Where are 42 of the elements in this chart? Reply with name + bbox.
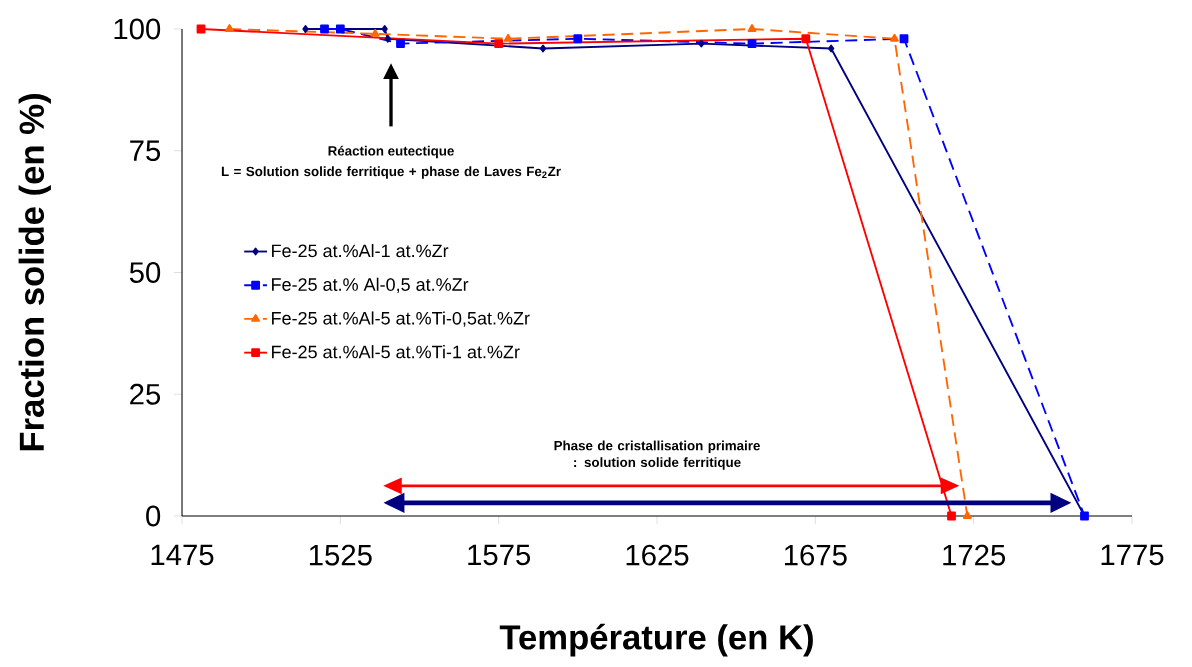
point bbox=[370, 28, 380, 37]
point bbox=[962, 511, 972, 519]
point bbox=[320, 24, 329, 34]
point bbox=[302, 25, 309, 33]
point bbox=[947, 511, 956, 521]
point bbox=[747, 39, 757, 49]
y-tick-label: 50 bbox=[129, 262, 161, 283]
point bbox=[698, 39, 705, 48]
annotation: Réaction eutectique bbox=[328, 145, 454, 159]
point bbox=[573, 34, 583, 44]
point bbox=[539, 44, 547, 53]
point bbox=[381, 25, 388, 33]
x-tick-label: 1575 bbox=[468, 544, 531, 566]
point bbox=[225, 24, 234, 32]
x-tick-label: 1725 bbox=[943, 544, 1006, 566]
y-tick-label: 25 bbox=[130, 383, 161, 405]
x-tick-label: 1525 bbox=[309, 544, 372, 566]
point bbox=[335, 24, 345, 34]
point bbox=[384, 34, 391, 43]
point bbox=[801, 34, 811, 44]
y-tick-label: 0 bbox=[146, 505, 161, 527]
annotation: L = Solution solide ferritique + phase de Laves Fe$_{2}$Zr bbox=[221, 166, 561, 179]
y-axis-title: Fraction solide (en %) bbox=[18, 94, 51, 451]
point bbox=[494, 39, 504, 49]
x-tick-label: 1475 bbox=[151, 544, 214, 566]
point bbox=[899, 34, 909, 44]
x-tick-label: 1775 bbox=[1101, 544, 1164, 566]
point bbox=[828, 44, 835, 53]
point bbox=[890, 33, 899, 42]
y-tick-label: 75 bbox=[130, 140, 161, 161]
point bbox=[396, 39, 405, 49]
legend-label: Fe-25 at.%Al-5 at.%Ti-1 at.%Zr bbox=[272, 345, 520, 359]
point bbox=[503, 33, 513, 42]
x-tick-label: 1675 bbox=[784, 544, 847, 566]
x-axis-title: Température (en K) bbox=[499, 623, 813, 657]
legend-label: Fe-25 at.%Al-1 at.%Zr bbox=[272, 243, 449, 258]
point bbox=[747, 24, 757, 32]
x-tick-label: 1625 bbox=[626, 544, 689, 566]
legend-label: Fe-25 at.%Al-5 at.%Ti-0,5at.%Zr bbox=[272, 311, 530, 327]
legend-label: Fe-25 at.% Al-0,5 at.%Zr bbox=[272, 277, 469, 294]
annotation: Phase de cristallisation primaire : solution solide ferritique bbox=[554, 440, 760, 470]
y-tick-label: 100 bbox=[114, 18, 161, 40]
